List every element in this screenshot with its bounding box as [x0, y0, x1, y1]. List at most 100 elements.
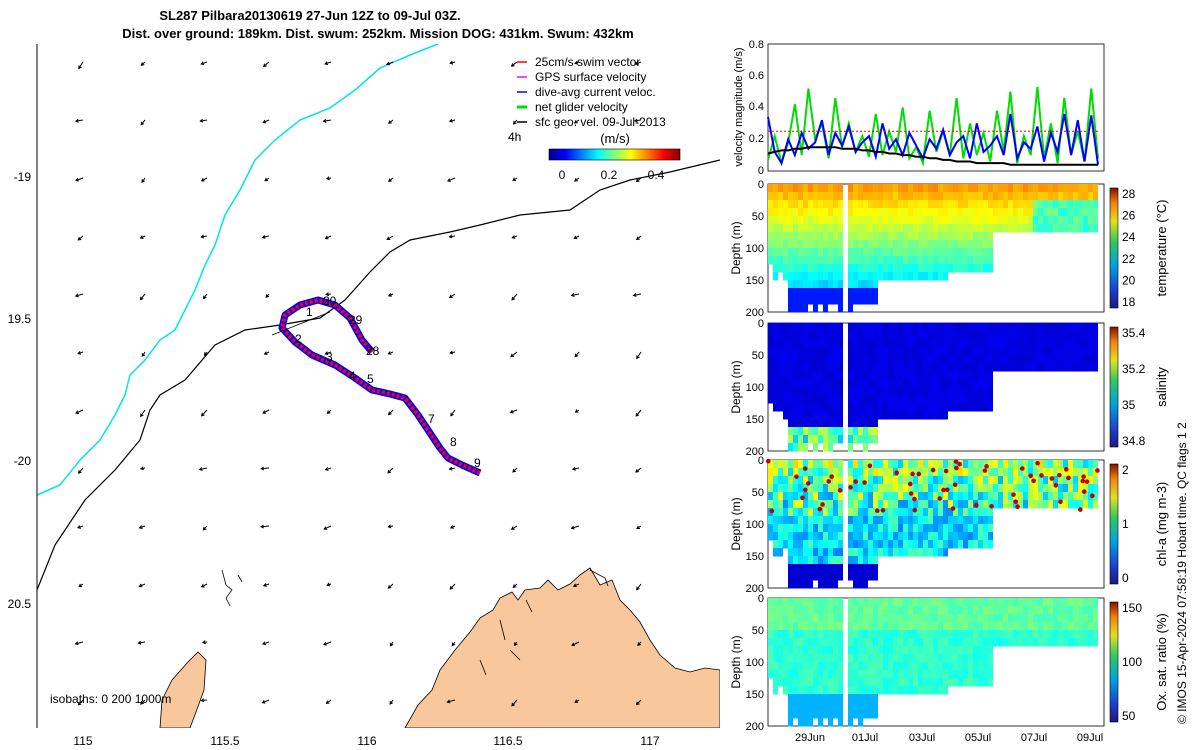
- depth-tick: 50: [752, 487, 764, 499]
- chl-dot: [1049, 476, 1055, 481]
- current-vector: [326, 582, 332, 587]
- velocity-yticks: 0 0.2 0.4 0.6 0.8: [749, 39, 764, 177]
- legend-label: net glider velocity: [535, 100, 628, 114]
- depth-label: Depth (m): [729, 497, 743, 550]
- chl-dot: [982, 468, 988, 473]
- chl-dot: [1077, 507, 1083, 512]
- chl-a-cells: [765, 458, 1100, 589]
- velocity-series: [767, 86, 1099, 167]
- glider-track: [271, 296, 482, 477]
- chl-dot: [820, 502, 825, 507]
- current-vector: [78, 583, 84, 588]
- depth-tick: 150: [746, 551, 764, 563]
- current-vector: [387, 524, 394, 529]
- oxygen-yticks: 0 50 100 150 200: [746, 593, 764, 733]
- map-ytick: 20.5: [8, 597, 32, 611]
- colorbar-tick: 24: [1122, 230, 1136, 244]
- current-vector: [75, 409, 84, 414]
- current-vector: [262, 583, 270, 587]
- depth-tick: 50: [752, 350, 764, 362]
- depth-tick: 50: [752, 211, 764, 223]
- chl-dot: [952, 482, 958, 488]
- current-vector: [324, 351, 332, 356]
- colorbar-tick: 26: [1122, 209, 1136, 223]
- isobath-black: [37, 159, 720, 591]
- depth-label: Depth (m): [729, 635, 743, 688]
- chl-dot: [943, 468, 949, 474]
- current-vector: [387, 467, 394, 474]
- chl-dot: [912, 496, 917, 502]
- current-vector: [323, 525, 332, 530]
- chl-dot: [912, 507, 918, 513]
- map-ytick: -19: [14, 170, 32, 184]
- current-vector: [200, 409, 208, 417]
- chl-dot: [1081, 489, 1087, 494]
- salinity-yticks: 0 50 100 150 200: [746, 318, 764, 458]
- depth-tick: 0: [758, 455, 764, 467]
- time-xtick: 03Jul: [909, 732, 935, 744]
- current-vector: [141, 177, 146, 183]
- current-vector: [634, 61, 642, 66]
- temperature-cbar-label: temperature (°C): [1154, 200, 1169, 297]
- current-vector: [139, 293, 146, 301]
- depth-tick: 50: [752, 625, 764, 637]
- vel-ytick: 0.2: [749, 133, 764, 145]
- salinity-colorbar: [1109, 326, 1119, 448]
- time-xtick: 29Jun: [795, 732, 825, 744]
- current-vector: [573, 235, 580, 240]
- chl-dot: [945, 487, 950, 493]
- vel-ytick: 0.8: [749, 39, 764, 51]
- current-vector: [509, 409, 518, 414]
- chl-dot: [1080, 478, 1086, 484]
- time-xtick: 09Jul: [1077, 732, 1103, 744]
- current-vector: [77, 350, 84, 355]
- salinity-cbar-label: salinity: [1154, 367, 1169, 407]
- current-vector: [261, 699, 270, 704]
- current-vector: [137, 640, 146, 645]
- day-label: 20: [323, 294, 337, 308]
- chl-dot: [1011, 492, 1016, 497]
- current-vector: [200, 583, 208, 588]
- current-vector: [74, 641, 84, 646]
- current-vector: [198, 467, 208, 471]
- current-vector: [574, 699, 580, 703]
- current-vector: [512, 177, 518, 181]
- depth-tick: 0: [758, 318, 764, 330]
- legend-item: dive-avg current veloc.: [517, 85, 656, 99]
- current-vector: [571, 466, 580, 471]
- current-vector: [74, 293, 84, 298]
- chl-dot: [802, 466, 808, 471]
- current-vector: [141, 351, 146, 357]
- chl-a-colorbar: [1109, 463, 1119, 585]
- temperature-section: 0 50 100 150 200 Depth (m) 28 26 24 22 20 18 tempera…: [729, 179, 1169, 319]
- colorbar-tick: 2: [1122, 463, 1129, 477]
- current-vector: [449, 583, 456, 590]
- chl-dot: [848, 485, 853, 490]
- chl-dot: [853, 479, 858, 484]
- depth-tick: 200: [746, 583, 764, 595]
- temperature-yticks: 0 50 100 150 200: [746, 179, 764, 319]
- salinity-section: 0 50 100 150 200 Depth (m) 35.4 35.2 35 34.8 salin…: [729, 318, 1169, 458]
- current-vector: [324, 61, 332, 66]
- oxygen-cells: [768, 598, 1098, 727]
- current-vector: [260, 466, 270, 471]
- day-label: 8: [450, 435, 457, 449]
- current-vector: [326, 409, 332, 415]
- day-label: 2: [295, 332, 302, 346]
- current-vector: [449, 350, 456, 355]
- current-vector: [636, 351, 642, 360]
- colorbar-tick: 0.4: [648, 168, 665, 182]
- chl-dot: [1090, 493, 1095, 499]
- current-vector: [77, 699, 84, 706]
- current-vector: [322, 641, 332, 646]
- current-vector: [574, 351, 580, 358]
- current-vector: [387, 583, 394, 589]
- current-vector: [510, 351, 518, 358]
- oxygen-colorbar: [1109, 601, 1119, 723]
- current-vector: [510, 61, 518, 67]
- day-label: 4: [349, 369, 356, 383]
- current-vector: [511, 235, 518, 239]
- current-vector: [324, 467, 332, 471]
- current-vector: [325, 176, 332, 181]
